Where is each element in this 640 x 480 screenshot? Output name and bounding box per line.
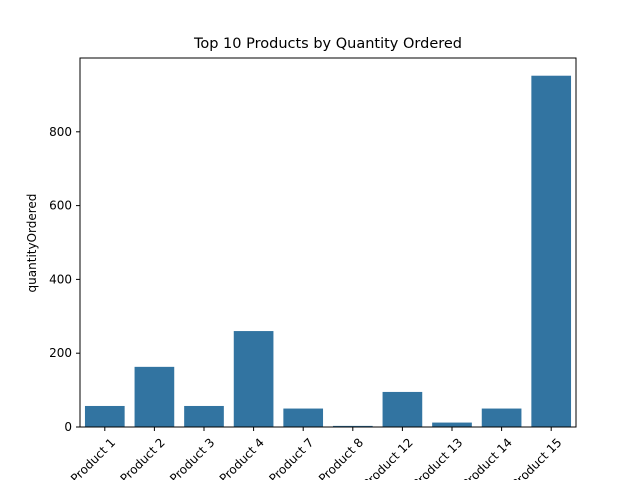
bar-product-8: [332, 425, 373, 427]
y-tick-label: 800: [49, 125, 72, 139]
bar-product-2: [134, 366, 175, 427]
x-tick-label: Product 3: [167, 435, 217, 480]
bar-product-13: [432, 422, 472, 427]
y-tick-label: 400: [49, 272, 72, 286]
x-tick-label: Product 2: [118, 435, 168, 480]
y-axis-ticks: 0 200 400 600 800: [49, 125, 80, 434]
y-tick-label: 0: [64, 420, 72, 434]
bar-product-14: [481, 408, 522, 427]
bars-group: [84, 75, 572, 428]
x-tick-label: Product 12: [360, 435, 416, 480]
x-tick-label: Product 1: [68, 435, 118, 480]
chart-title: Top 10 Products by Quantity Ordered: [193, 36, 462, 52]
bar-product-4: [233, 331, 274, 427]
bar-product-1: [84, 405, 125, 427]
x-tick-label: Product 7: [266, 435, 316, 480]
y-axis-label: quantityOrdered: [25, 194, 39, 293]
bar-product-7: [283, 408, 324, 427]
bar-product-12: [382, 391, 423, 427]
x-tick-label: Product 14: [459, 435, 515, 480]
y-tick-label: 600: [49, 199, 72, 213]
bar-product-15: [531, 75, 572, 428]
x-tick-label: Product 13: [410, 435, 466, 480]
x-tick-label: Product 8: [316, 435, 366, 480]
bar-product-3: [184, 405, 224, 427]
x-tick-label: Product 4: [217, 435, 267, 480]
plot-frame: [79, 57, 577, 428]
y-tick-label: 200: [49, 346, 72, 360]
x-tick-label: Product 15: [509, 435, 565, 480]
x-axis-ticks: Product 1 Product 2 Product 3 Product 4 Prod…: [68, 427, 565, 480]
